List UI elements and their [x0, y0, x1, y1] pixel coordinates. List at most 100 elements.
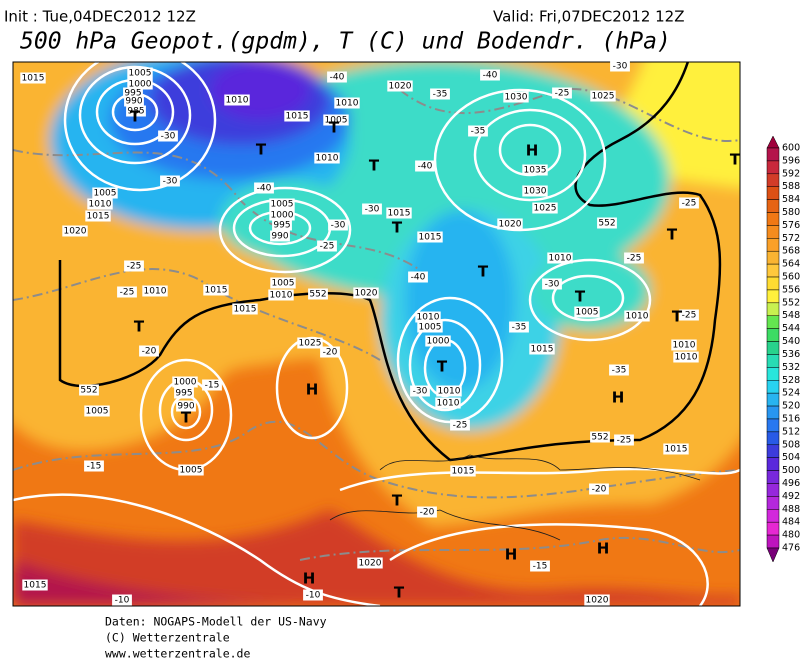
- contour-label: -30: [331, 221, 346, 231]
- label-box: [353, 287, 379, 299]
- label-box: [417, 506, 437, 518]
- contour-label: 1015: [452, 467, 475, 477]
- contour-label: 1030: [505, 93, 528, 103]
- colorbar-cap: [766, 547, 780, 563]
- colorbar-label: 516: [782, 413, 800, 424]
- colorbar-swatch: [766, 238, 780, 252]
- label-box: [308, 288, 328, 300]
- colorbar-label: 600: [782, 143, 800, 154]
- contour-label: 990: [177, 402, 194, 412]
- colorbar-swatch: [766, 534, 780, 549]
- label-box: [178, 464, 204, 476]
- contour-label: -25: [120, 288, 135, 298]
- contour-label: -10: [115, 596, 130, 606]
- colorbar-label: 504: [782, 452, 800, 463]
- label-box: [408, 271, 428, 283]
- pressure-center: T: [392, 219, 403, 237]
- colorbar-swatch: [766, 341, 780, 355]
- contour-label: -30: [545, 280, 560, 290]
- footer-line: Daten: NOGAPS-Modell der US-Navy: [105, 615, 327, 629]
- colorbar-label: 520: [782, 401, 800, 412]
- label-box: [435, 397, 461, 409]
- contour-label: 552: [591, 433, 608, 443]
- label-box: [254, 182, 274, 194]
- label-box: [547, 252, 573, 264]
- label-box: [314, 152, 340, 164]
- contour-label: -40: [418, 162, 433, 172]
- contour-label: 990: [125, 97, 142, 107]
- label-box: [320, 346, 340, 358]
- label-box: [327, 71, 347, 83]
- footer-line: www.wetterzentrale.de: [105, 647, 250, 661]
- label-box: [85, 210, 111, 222]
- label-box: [673, 351, 699, 363]
- contour-label: 1015: [286, 112, 309, 122]
- colorbar-label: 524: [782, 388, 800, 399]
- colorbar-swatch: [766, 199, 780, 213]
- label-box: [584, 594, 610, 606]
- label-box: [317, 240, 337, 252]
- contour-label: -25: [320, 242, 335, 252]
- label-box: [139, 345, 159, 357]
- contour-label: -40: [257, 184, 272, 194]
- contour-label: 1020: [64, 227, 87, 237]
- contour-label: -30: [163, 177, 178, 187]
- label-box: [450, 419, 470, 431]
- contour-label: 1005: [325, 116, 348, 126]
- label-box: [297, 337, 323, 349]
- label-box: [172, 376, 198, 388]
- label-box: [436, 385, 462, 397]
- contour-label: -25: [682, 311, 697, 321]
- contour-label: 1015: [234, 305, 257, 315]
- contour-label: 1025: [299, 339, 322, 349]
- contour-label: 1035: [524, 166, 547, 176]
- colorbar-swatch: [766, 289, 780, 304]
- colorbar-swatch: [766, 328, 780, 342]
- label-box: [430, 88, 450, 100]
- contour-label: -10: [306, 591, 321, 601]
- label-box: [232, 303, 258, 315]
- label-box: [22, 579, 48, 591]
- contour-label: 1015: [87, 212, 110, 222]
- contour-label: 1000: [174, 378, 197, 388]
- colorbar-label: 548: [782, 310, 800, 321]
- label-box: [92, 187, 118, 199]
- colorbar-label: 500: [782, 465, 800, 476]
- contour-label: 985: [127, 107, 144, 117]
- label-box: [269, 198, 295, 210]
- contour-label: -25: [627, 254, 642, 264]
- contour-label: 1005: [129, 69, 152, 79]
- colorbar-swatch: [766, 302, 780, 316]
- contour-label: 1030: [524, 187, 547, 197]
- contour-label: -25: [127, 262, 142, 272]
- contour-label: 1010: [673, 341, 696, 351]
- label-box: [552, 87, 572, 99]
- label-box: [671, 339, 697, 351]
- map-labels: 1015 100510009959909851010-401020-35-4010…: [20, 60, 741, 606]
- label-box: [112, 594, 132, 606]
- colorbar-label: 508: [782, 439, 800, 450]
- contour-label: 1005: [576, 308, 599, 318]
- label-box: [679, 309, 699, 321]
- colorbar-swatch: [766, 367, 780, 381]
- contour-label: 1010: [438, 387, 461, 397]
- pressure-center: T: [181, 409, 192, 427]
- colorbar-swatch: [766, 186, 780, 200]
- pressure-center: H: [505, 546, 518, 564]
- label-box: [530, 560, 550, 572]
- contour-label: -15: [533, 562, 548, 572]
- label-box: [270, 230, 290, 242]
- contour-label: -20: [323, 348, 338, 358]
- label-box: [417, 321, 443, 333]
- footer-line: (C) Wetterzentrale: [105, 631, 230, 645]
- label-box: [268, 289, 294, 301]
- contour-label: -40: [411, 273, 426, 283]
- contour-label: -30: [365, 205, 380, 215]
- contour-label: 1000: [271, 211, 294, 221]
- pressure-center: H: [306, 381, 319, 399]
- colorbar-label: 540: [782, 336, 800, 347]
- contour-label: 1020: [359, 559, 382, 569]
- label-box: [328, 219, 348, 231]
- colorbar-swatch: [766, 225, 780, 239]
- label-box: [142, 285, 168, 297]
